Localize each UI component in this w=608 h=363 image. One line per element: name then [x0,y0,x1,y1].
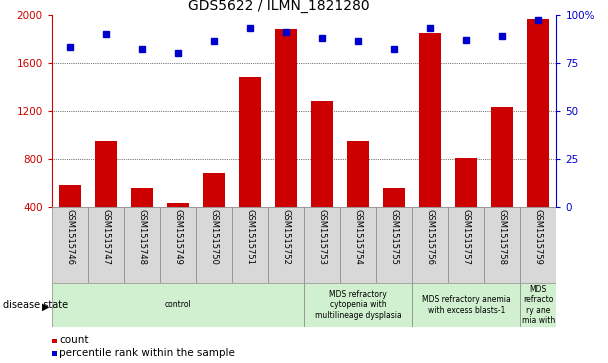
Text: MDS
refracto
ry ane
mia with: MDS refracto ry ane mia with [522,285,555,325]
Bar [311,101,333,255]
Text: GSM1515754: GSM1515754 [354,209,362,265]
Text: MDS refractory anemia
with excess blasts-1: MDS refractory anemia with excess blasts… [422,295,511,315]
Bar [232,207,268,283]
Text: GSM1515752: GSM1515752 [282,209,291,265]
Text: GSM1515747: GSM1515747 [102,209,110,265]
Text: MDS refractory
cytopenia with
multilineage dysplasia: MDS refractory cytopenia with multilinea… [315,290,401,320]
Text: GSM1515758: GSM1515758 [498,209,506,265]
Bar [455,158,477,255]
Bar [340,207,376,283]
Text: GSM1515751: GSM1515751 [246,209,254,265]
Bar [520,283,556,327]
Bar [412,207,448,283]
Text: GSM1515750: GSM1515750 [209,209,218,265]
Bar [412,283,520,327]
Text: GSM1515756: GSM1515756 [426,209,435,265]
Bar [420,33,441,255]
Text: control: control [165,301,191,309]
Bar [304,283,412,327]
Bar [239,77,261,255]
Bar [131,188,153,255]
Bar [275,29,297,255]
Text: GSM1515755: GSM1515755 [390,209,399,265]
Text: disease state: disease state [3,300,68,310]
Bar [167,203,188,255]
Text: GSM1515749: GSM1515749 [173,209,182,265]
Bar [448,207,484,283]
Text: count: count [59,335,89,345]
Bar [160,207,196,283]
Bar [88,207,124,283]
Bar [528,19,549,255]
Bar [268,207,304,283]
Bar [376,207,412,283]
Bar [52,207,88,283]
Bar [491,107,513,255]
Title: GDS5622 / ILMN_1821280: GDS5622 / ILMN_1821280 [188,0,370,13]
Text: ▶: ▶ [42,302,49,312]
Bar [52,283,304,327]
Text: GSM1515757: GSM1515757 [461,209,471,265]
Text: GSM1515753: GSM1515753 [317,209,326,265]
Bar [484,207,520,283]
Bar [59,185,80,255]
Text: GSM1515748: GSM1515748 [137,209,147,265]
Bar [124,207,160,283]
Bar [196,207,232,283]
Bar [347,141,369,255]
Bar [520,207,556,283]
Bar [304,207,340,283]
Bar [95,141,117,255]
Text: GSM1515759: GSM1515759 [534,209,543,265]
Text: percentile rank within the sample: percentile rank within the sample [59,348,235,358]
Bar [203,173,225,255]
Bar [383,188,405,255]
Text: GSM1515746: GSM1515746 [65,209,74,265]
